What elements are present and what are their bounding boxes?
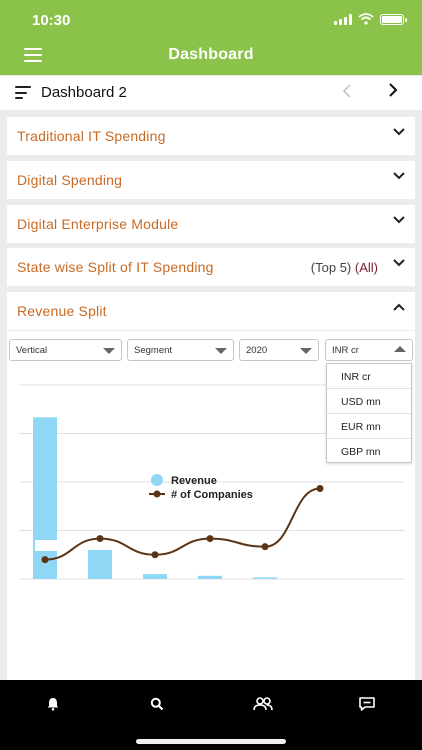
section-digital-enterprise-module[interactable]: Digital Enterprise Module bbox=[7, 205, 415, 243]
caret-down-icon bbox=[300, 348, 312, 354]
revenue-bar bbox=[198, 575, 222, 579]
section-title: Digital Enterprise Module bbox=[17, 216, 179, 232]
legend-companies-label: # of Companies bbox=[171, 489, 253, 501]
top5-label[interactable]: (Top 5) bbox=[310, 260, 352, 275]
dashboard-selector: Dashboard 2 bbox=[0, 76, 422, 110]
companies-point bbox=[261, 543, 269, 551]
messages-tab[interactable] bbox=[355, 692, 379, 716]
wifi-icon bbox=[358, 13, 374, 25]
app-title: Dashboard bbox=[168, 46, 254, 63]
currency-option[interactable]: GBP mn bbox=[341, 446, 381, 458]
companies-point bbox=[206, 535, 214, 543]
people-tab[interactable] bbox=[251, 692, 275, 716]
legend-companies-swatch bbox=[153, 490, 161, 498]
search-icon bbox=[150, 697, 164, 711]
bottom-tab-bar bbox=[0, 680, 422, 750]
segment-dropdown[interactable]: Segment bbox=[127, 339, 234, 361]
status-icons bbox=[334, 13, 407, 25]
vertical-dropdown-label: Vertical bbox=[16, 345, 48, 356]
legend-revenue-swatch bbox=[151, 474, 163, 486]
caret-down-icon bbox=[103, 348, 115, 354]
chevron-down-icon[interactable] bbox=[393, 127, 405, 137]
currency-dropdown[interactable]: INR cr bbox=[325, 339, 413, 361]
battery-icon bbox=[380, 13, 407, 25]
section-title: Traditional IT Spending bbox=[17, 128, 166, 144]
caret-down-icon bbox=[215, 348, 227, 354]
signal-icon bbox=[334, 13, 352, 25]
currency-options-list: INR cr USD mn EUR mn GBP mn bbox=[326, 363, 412, 463]
revenue-bar bbox=[33, 417, 57, 579]
currency-option[interactable]: EUR mn bbox=[327, 414, 411, 439]
companies-point bbox=[151, 551, 159, 559]
currency-dropdown-label: INR cr bbox=[332, 345, 359, 356]
users-icon bbox=[253, 697, 273, 711]
dashboard-title: Dashboard 2 bbox=[41, 84, 127, 101]
section-title: State wise Split of IT Spending bbox=[17, 259, 214, 275]
bell-icon bbox=[47, 698, 59, 711]
next-dashboard-button[interactable] bbox=[388, 82, 398, 103]
section-state-wise-split[interactable]: State wise Split of IT Spending (Top 5) … bbox=[7, 248, 415, 286]
year-dropdown[interactable]: 2020 bbox=[239, 339, 319, 361]
revenue-bar bbox=[143, 574, 167, 579]
section-title: Digital Spending bbox=[17, 172, 123, 188]
status-time: 10:30 bbox=[32, 12, 71, 29]
hamburger-menu-button[interactable] bbox=[24, 48, 42, 62]
revenue-bar bbox=[253, 577, 277, 579]
revenue-split-chart: Revenue # of Companies bbox=[19, 384, 405, 580]
search-tab[interactable] bbox=[145, 692, 169, 716]
revenue-bar bbox=[88, 549, 112, 579]
section-traditional-it-spending[interactable]: Traditional IT Spending bbox=[7, 117, 415, 155]
section-title: Revenue Split bbox=[17, 303, 107, 319]
chevron-down-icon[interactable] bbox=[393, 215, 405, 225]
app-header: 10:30 Dashboard bbox=[0, 0, 422, 75]
companies-point bbox=[96, 535, 104, 543]
year-dropdown-label: 2020 bbox=[246, 345, 268, 356]
section-revenue-split[interactable]: Revenue Split bbox=[7, 292, 415, 330]
chat-icon bbox=[359, 697, 375, 711]
top5-toggle[interactable]: (Top 5) (All) bbox=[311, 260, 378, 275]
currency-option[interactable]: INR cr bbox=[327, 364, 411, 389]
chevron-down-icon[interactable] bbox=[393, 171, 405, 181]
section-digital-spending[interactable]: Digital Spending bbox=[7, 161, 415, 199]
chevron-down-icon[interactable] bbox=[393, 258, 405, 268]
bar-highlight-box bbox=[35, 540, 57, 551]
dashboard-list-icon[interactable] bbox=[15, 86, 31, 99]
companies-line bbox=[44, 487, 321, 561]
legend-revenue-label: Revenue bbox=[171, 475, 217, 487]
currency-option[interactable]: USD mn bbox=[327, 389, 411, 414]
vertical-dropdown[interactable]: Vertical bbox=[9, 339, 122, 361]
chevron-up-icon[interactable] bbox=[393, 302, 405, 312]
companies-point bbox=[41, 556, 49, 564]
notifications-tab[interactable] bbox=[41, 692, 65, 716]
segment-dropdown-label: Segment bbox=[134, 345, 173, 356]
home-indicator bbox=[136, 739, 286, 744]
previous-dashboard-button[interactable] bbox=[342, 83, 352, 104]
companies-point bbox=[316, 484, 324, 492]
all-link[interactable]: (All) bbox=[354, 260, 378, 275]
caret-up-icon bbox=[394, 346, 406, 352]
